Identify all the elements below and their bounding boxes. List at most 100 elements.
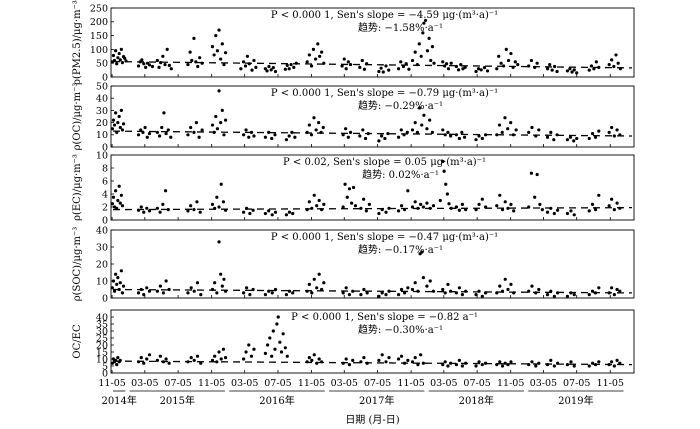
- year-label: 2016年: [259, 394, 294, 407]
- data-point: [245, 54, 250, 58]
- data-point: [535, 172, 539, 177]
- data-point: [136, 64, 141, 68]
- data-point: [347, 363, 352, 367]
- data-point: [247, 343, 251, 347]
- data-point: [549, 289, 553, 293]
- data-point: [145, 286, 149, 290]
- data-point: [239, 67, 243, 71]
- data-point: [189, 286, 193, 290]
- data-point: [537, 287, 541, 292]
- data-point: [155, 289, 159, 293]
- data-point: [516, 62, 520, 67]
- data-point: [445, 192, 449, 196]
- data-point: [186, 291, 190, 295]
- data-point: [186, 62, 190, 67]
- data-point: [597, 286, 601, 290]
- data-point: [118, 125, 122, 130]
- data-point: [417, 106, 422, 110]
- data-point: [420, 250, 424, 254]
- data-point: [610, 360, 614, 364]
- data-point: [139, 287, 143, 292]
- data-point: [120, 291, 125, 295]
- data-point: [305, 60, 309, 64]
- data-point: [115, 206, 119, 210]
- data-point: [114, 111, 118, 115]
- data-point: [267, 209, 271, 213]
- data-point: [498, 193, 502, 197]
- data-point: [139, 356, 143, 360]
- data-point: [267, 130, 271, 134]
- data-point: [199, 293, 203, 297]
- y-tick-label: 0: [102, 72, 108, 83]
- data-point: [423, 18, 428, 23]
- data-point: [315, 204, 319, 208]
- data-point: [377, 358, 381, 362]
- data-point: [117, 51, 121, 56]
- data-point: [284, 213, 289, 217]
- data-point: [498, 360, 502, 364]
- data-point: [121, 284, 126, 288]
- data-point: [194, 60, 198, 64]
- y-tick-label: 30: [96, 106, 108, 117]
- year-label: 2018年: [459, 394, 494, 407]
- data-point: [454, 205, 458, 209]
- data-point: [215, 291, 219, 295]
- data-point: [537, 128, 541, 132]
- data-point: [387, 206, 391, 210]
- data-point: [610, 197, 614, 201]
- data-point: [358, 65, 362, 69]
- data-point: [284, 293, 289, 297]
- data-point: [215, 360, 219, 364]
- data-point: [307, 123, 311, 127]
- data-point: [358, 134, 362, 138]
- data-point: [223, 51, 228, 55]
- data-point: [415, 130, 419, 134]
- data-point: [441, 363, 445, 367]
- data-point: [413, 200, 417, 204]
- data-point: [597, 129, 601, 133]
- data-point: [189, 204, 193, 208]
- data-point: [115, 130, 119, 134]
- data-point: [616, 61, 620, 65]
- data-point: [307, 356, 311, 360]
- data-point: [278, 340, 282, 344]
- data-point: [186, 209, 190, 213]
- data-point: [167, 287, 171, 292]
- data-point: [506, 206, 510, 210]
- data-point: [347, 187, 352, 191]
- y-tick-label: 0: [102, 368, 108, 379]
- data-point: [359, 206, 363, 210]
- data-point: [556, 208, 560, 212]
- stats-annotation: P < 0.000 1, Sen's slope = −0.79 μg·(m³·…: [271, 88, 498, 99]
- data-point: [607, 363, 611, 367]
- data-point: [142, 210, 146, 214]
- data-point: [194, 121, 198, 125]
- data-point: [219, 57, 223, 61]
- data-point: [320, 208, 324, 212]
- data-point: [214, 34, 218, 38]
- y-tick-label: 0: [102, 293, 108, 304]
- data-point: [222, 133, 226, 137]
- data-point: [318, 54, 322, 58]
- data-point: [607, 291, 611, 295]
- data-point: [291, 291, 295, 295]
- data-point: [220, 284, 224, 288]
- data-point: [315, 361, 319, 365]
- data-point: [476, 67, 481, 71]
- data-point: [597, 65, 601, 69]
- data-point: [251, 208, 255, 212]
- data-point: [111, 195, 116, 199]
- data-point: [263, 135, 268, 139]
- y-tick-label: 40: [96, 225, 108, 236]
- data-point: [287, 134, 291, 138]
- data-point: [263, 293, 268, 297]
- data-point: [464, 208, 468, 212]
- data-point: [406, 358, 410, 362]
- data-point: [495, 133, 499, 137]
- data-point: [377, 294, 381, 298]
- data-point: [503, 361, 507, 365]
- trend-line: [112, 206, 633, 211]
- data-point: [396, 209, 401, 213]
- y-tick-label: 20: [96, 340, 108, 351]
- data-point: [293, 135, 297, 139]
